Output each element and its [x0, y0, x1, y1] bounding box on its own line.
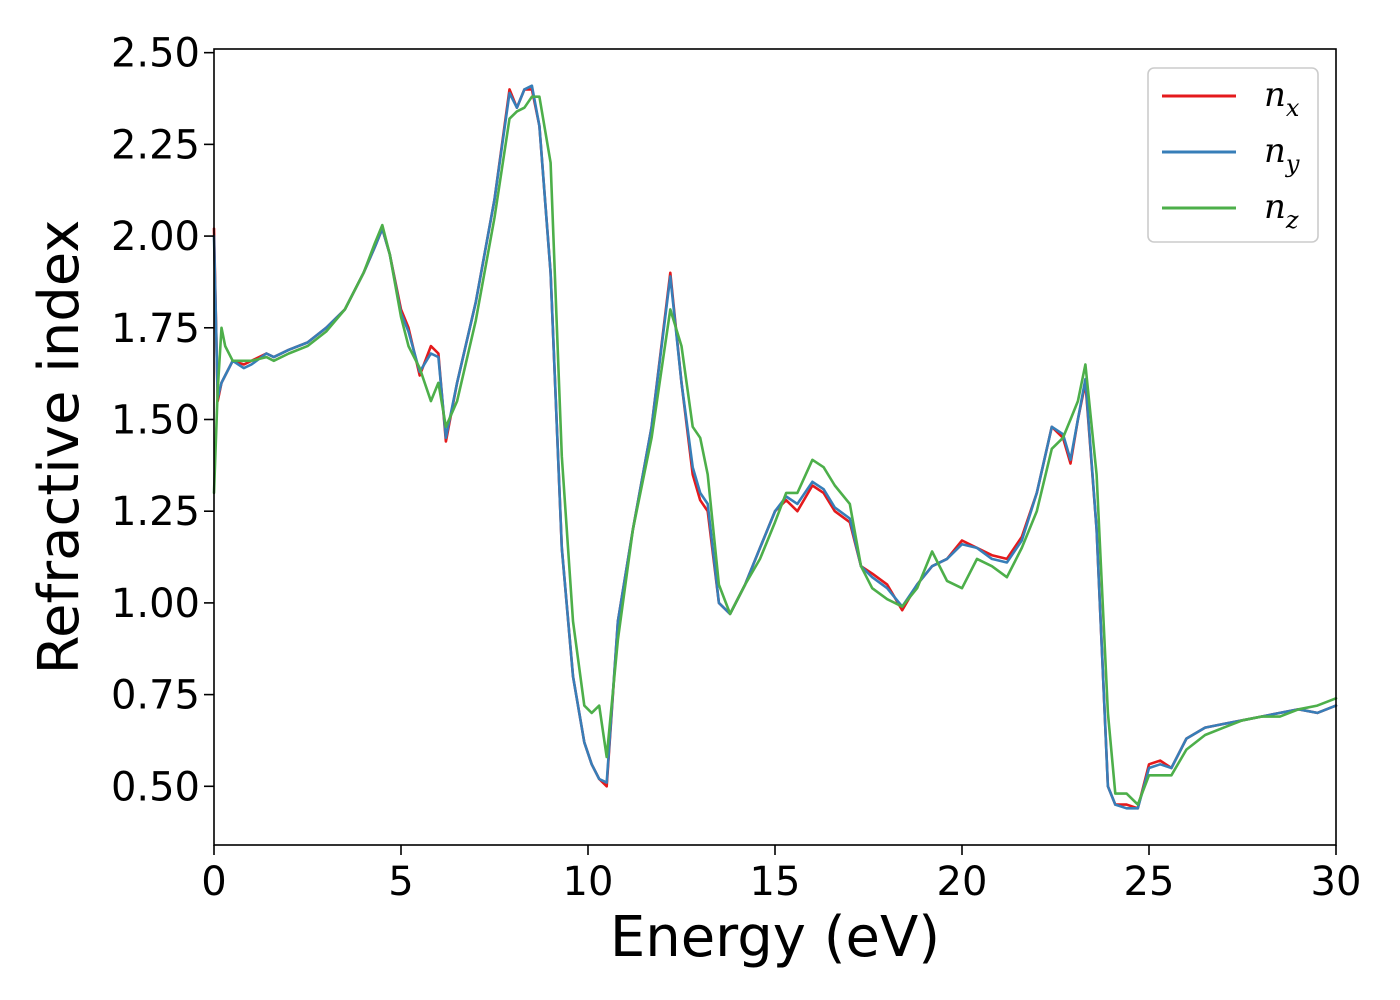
- x-tick-label: 25: [1124, 859, 1175, 905]
- x-tick-label: 30: [1311, 859, 1362, 905]
- legend-label-nz: nz: [1264, 187, 1299, 234]
- y-tick-label: 2.50: [111, 31, 200, 77]
- x-axis-ticks: 0 5 10 15 20 25 30: [201, 845, 1361, 905]
- x-tick-label: 15: [750, 859, 801, 905]
- y-tick-label: 1.25: [111, 489, 200, 535]
- legend: nx ny nz: [1147, 67, 1319, 243]
- y-axis-ticks: 0.50 0.75 1.00 1.25 1.50 1.75 2.00 2.25 2.50: [111, 31, 214, 810]
- y-axis-label: Refractive index: [27, 220, 92, 675]
- x-tick-label: 10: [563, 859, 614, 905]
- x-axis-label: Energy (eV): [610, 905, 940, 970]
- legend-entries: nx ny nz: [1162, 75, 1300, 234]
- x-tick-label: 20: [937, 859, 988, 905]
- series-line-nz: [212, 95, 1338, 806]
- y-tick-label: 1.75: [111, 306, 200, 352]
- y-tick-label: 0.50: [111, 764, 200, 810]
- y-tick-label: 1.50: [111, 397, 200, 443]
- x-tick-label: 0: [201, 859, 226, 905]
- y-tick-label: 2.00: [111, 214, 200, 260]
- legend-label-ny: ny: [1264, 131, 1300, 178]
- y-tick-label: 2.25: [111, 122, 200, 168]
- series-layer: [212, 84, 1338, 810]
- y-tick-label: 1.00: [111, 581, 200, 627]
- y-tick-label: 0.75: [111, 673, 200, 719]
- x-tick-label: 5: [388, 859, 413, 905]
- legend-frame: [1147, 67, 1319, 243]
- legend-label-nx: nx: [1264, 75, 1300, 122]
